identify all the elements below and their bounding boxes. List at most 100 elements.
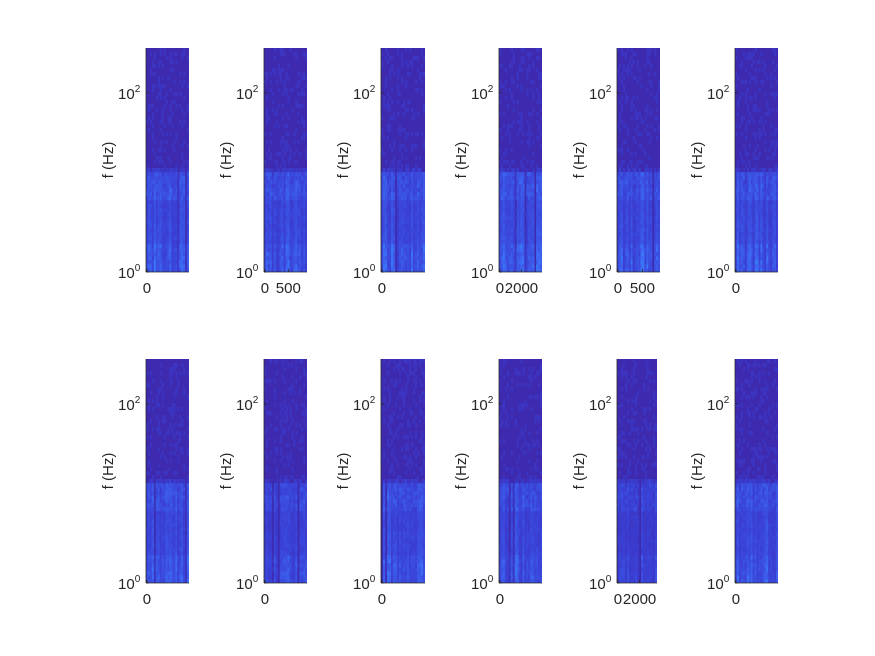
- spectrogram-cell: [179, 256, 182, 261]
- spectrogram-cell: [179, 539, 182, 544]
- spectrogram-cell: [267, 172, 271, 177]
- spectrogram-cell: [512, 180, 515, 185]
- spectrogram-cell: [762, 80, 765, 85]
- spectrogram-cell: [179, 559, 182, 564]
- spectrogram-cell: [175, 200, 178, 205]
- spectrogram-cell: [401, 152, 404, 157]
- spectrogram-cell: [646, 192, 649, 197]
- spectrogram-cell: [754, 256, 757, 261]
- spectrogram-cell: [506, 224, 510, 229]
- spectrogram-cell: [632, 264, 635, 269]
- spectrogram-cell: [381, 148, 384, 153]
- spectrogram-cell: [536, 228, 539, 233]
- spectrogram-cell: [151, 168, 155, 173]
- spectrogram-cell: [275, 228, 278, 233]
- spectrogram-cell: [291, 236, 294, 241]
- spectrogram-cell: [161, 415, 164, 420]
- spectrogram-cell: [299, 208, 302, 213]
- spectrogram-cell: [165, 555, 168, 560]
- spectrogram-cell: [175, 495, 178, 500]
- spectrogram-cell: [269, 180, 273, 185]
- spectrogram-cell: [514, 236, 517, 241]
- spectrogram-cell: [746, 204, 749, 209]
- spectrogram-cell: [540, 180, 542, 185]
- spectrogram-cell: [393, 236, 396, 241]
- spectrogram-cell: [381, 256, 384, 261]
- spectrogram-cell: [768, 204, 771, 209]
- spectrogram-cell: [269, 248, 273, 253]
- spectrogram-cell: [285, 224, 288, 229]
- spectrogram-cell: [183, 515, 186, 520]
- spectrogram-cell: [173, 168, 176, 173]
- spectrogram-cell: [538, 224, 541, 229]
- spectrogram-cell: [179, 240, 182, 245]
- spectrogram-cell: [776, 168, 778, 173]
- spectrogram-cell: [173, 184, 176, 189]
- spectrogram-cell: [409, 256, 412, 261]
- spectrogram-cell: [744, 252, 748, 257]
- spectrogram-cell: [297, 72, 300, 77]
- spectrogram-cell: [650, 176, 653, 181]
- spectrogram-cell: [540, 200, 542, 205]
- spectrogram-cell: [746, 176, 749, 181]
- spectrogram-cell: [528, 124, 531, 129]
- spectrogram-cell: [179, 172, 182, 177]
- spectrogram-cell: [293, 200, 296, 205]
- x-tick-label: 0: [378, 280, 386, 297]
- spectrogram-cell: [187, 248, 189, 253]
- spectrogram-cell: [520, 88, 523, 93]
- spectrogram-cell: [634, 232, 637, 237]
- spectrogram-cell: [738, 264, 742, 269]
- spectrogram-cell: [305, 268, 307, 272]
- spectrogram-cell: [269, 196, 273, 201]
- spectrogram-cell: [275, 80, 278, 85]
- spectrogram-cell: [146, 216, 149, 221]
- spectrogram-cell: [163, 180, 166, 185]
- spectrogram-cell: [742, 252, 746, 257]
- spectrogram-cell: [738, 228, 742, 233]
- spectrogram-cell: [646, 172, 649, 177]
- spectrogram-cell: [642, 236, 645, 241]
- spectrogram-cell: [744, 192, 748, 197]
- spectrogram-cell: [528, 64, 531, 69]
- spectrogram-cell: [389, 248, 392, 253]
- spectrogram-cell: [736, 252, 740, 257]
- spectrogram-cell: [157, 216, 160, 221]
- spectrogram-cell: [173, 547, 176, 552]
- spectrogram-cell: [512, 108, 515, 113]
- spectrogram-cell: [413, 196, 416, 201]
- spectrogram-cell: [514, 252, 517, 257]
- spectrogram-cell: [165, 575, 168, 580]
- spectrogram-cell: [536, 168, 539, 173]
- spectrogram-cell: [654, 268, 657, 272]
- spectrogram-cell: [147, 515, 151, 520]
- spectrogram-cell: [161, 515, 164, 520]
- spectrogram-cell: [146, 200, 149, 205]
- spectrogram-cell: [504, 192, 508, 197]
- spectrogram-cell: [381, 220, 384, 225]
- spectrogram-cell: [620, 160, 624, 165]
- spectrogram-cell: [179, 371, 182, 376]
- spectrogram-cell: [401, 248, 404, 253]
- spectrogram-cell: [179, 252, 182, 257]
- spectrogram-cell: [303, 208, 306, 213]
- spectrogram-cell: [415, 208, 418, 213]
- spectrogram-cell: [628, 240, 631, 245]
- spectrogram-cell: [772, 240, 775, 245]
- spectrogram-cell: [385, 228, 388, 233]
- spectrogram-cell: [173, 503, 176, 508]
- spectrogram-cell: [147, 116, 151, 121]
- spectrogram-cell: [185, 204, 188, 209]
- spectrogram-cell: [299, 240, 302, 245]
- spectrogram-cell: [151, 543, 155, 548]
- spectrogram-cell: [291, 252, 294, 257]
- spectrogram-cell: [760, 116, 763, 121]
- spectrogram-cell: [624, 192, 628, 197]
- spectrogram-cell: [752, 76, 755, 81]
- spectrogram-cell: [285, 240, 288, 245]
- spectrogram-cell: [181, 216, 184, 221]
- spectrogram-cell: [293, 152, 296, 157]
- y-tick-label: 100: [589, 263, 612, 282]
- spectrogram-cell: [772, 256, 775, 261]
- spectrogram-cell: [151, 232, 155, 237]
